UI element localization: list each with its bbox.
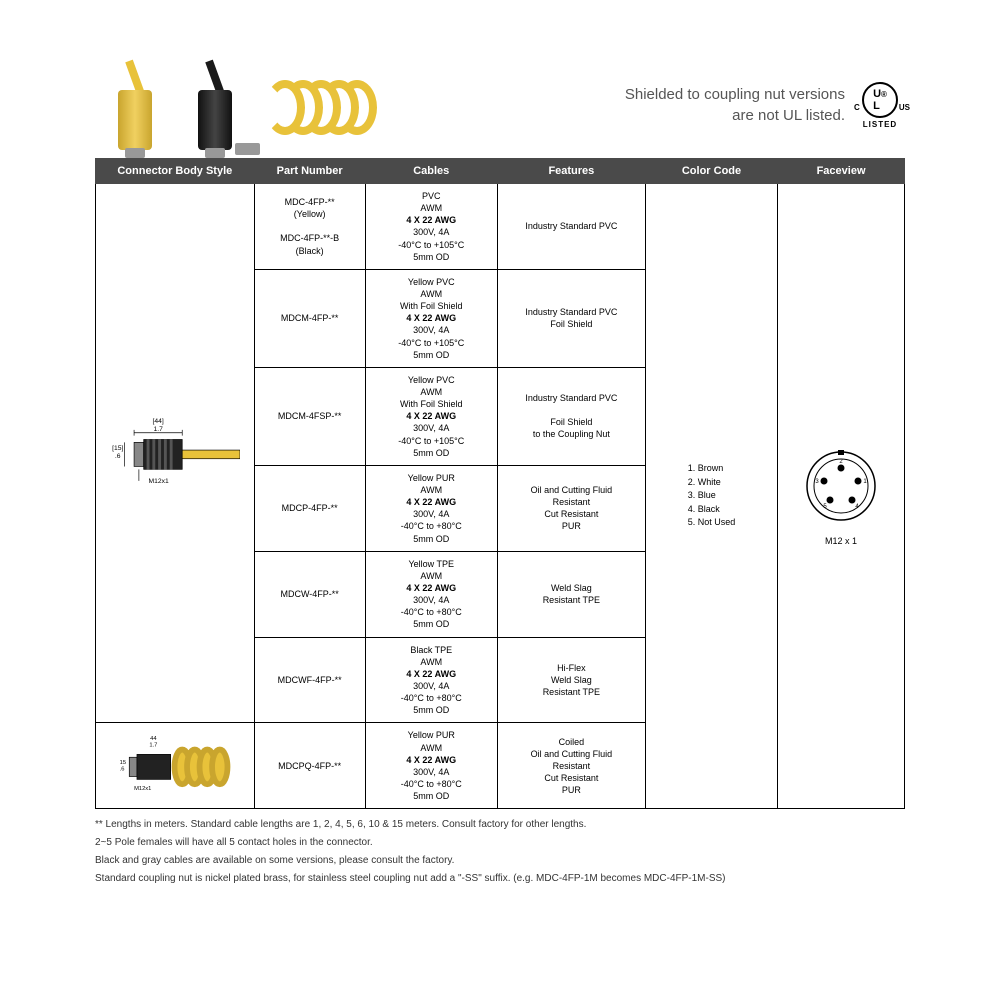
yellow-connector-photo	[95, 60, 175, 150]
th-cables: Cables	[365, 159, 497, 184]
cables-cell: Yellow PUR AWM 4 X 22 AWG 300V, 4A -40°C…	[365, 723, 497, 809]
part-cell: MDCP-4FP-**	[254, 465, 365, 551]
color-code-cell: 1. Brown 2. White 3. Blue 4. Black 5. No…	[645, 184, 777, 809]
features-cell: Industry Standard PVC Foil Shield	[497, 269, 645, 367]
faceview-cell: 2 1 4 5 3 M12 x 1	[778, 184, 905, 809]
header-row: Shielded to coupling nut versions are no…	[95, 60, 905, 150]
svg-text:[15]: [15]	[112, 445, 123, 452]
ul-c: C	[854, 103, 860, 112]
svg-text:.6: .6	[115, 452, 121, 459]
cables-cell: Yellow PUR AWM 4 X 22 AWG 300V, 4A -40°C…	[365, 465, 497, 551]
part-cell: MDCM-4FSP-**	[254, 367, 365, 465]
features-cell: Weld Slag Resistant TPE	[497, 551, 645, 637]
part-cell: MDCM-4FP-**	[254, 269, 365, 367]
part-cell: MDC-4FP-** (Yellow) MDC-4FP-**-B (Black)	[254, 184, 365, 270]
ul-mark: U®L	[873, 88, 887, 112]
svg-text:15: 15	[119, 760, 125, 766]
body-style-cell-coiled: 44 1.7 15 .6 M12x1	[96, 723, 255, 809]
features-cell: Industry Standard PVC Foil Shield to the…	[497, 367, 645, 465]
svg-text:M12x1: M12x1	[134, 786, 151, 792]
part-cell: MDCW-4FP-**	[254, 551, 365, 637]
connector-diagram-coiled: 44 1.7 15 .6 M12x1	[110, 729, 240, 799]
svg-text:44: 44	[150, 736, 157, 742]
th-part: Part Number	[254, 159, 365, 184]
features-cell: Coiled Oil and Cutting Fluid Resistant C…	[497, 723, 645, 809]
black-connector-photo	[175, 60, 255, 150]
note-line2: are not UL listed.	[732, 107, 845, 124]
coiled-cable-photo	[265, 80, 385, 150]
table-row: [44] 1.7 [15] .6	[96, 184, 905, 270]
cables-cell: Yellow PVC AWM With Foil Shield 4 X 22 A…	[365, 367, 497, 465]
faceview-label: M12 x 1	[782, 535, 900, 547]
svg-text:.6: .6	[119, 767, 124, 773]
th-body: Connector Body Style	[96, 159, 255, 184]
footnote: ** Lengths in meters. Standard cable len…	[95, 817, 905, 833]
part-cell: MDCWF-4FP-**	[254, 637, 365, 723]
ul-listed: LISTED	[863, 120, 897, 129]
body-style-cell: [44] 1.7 [15] .6	[96, 184, 255, 723]
footnote: 2~5 Pole females will have all 5 contact…	[95, 835, 905, 851]
th-face: Faceview	[778, 159, 905, 184]
svg-text:1.7: 1.7	[153, 425, 163, 432]
cables-cell: Yellow TPE AWM 4 X 22 AWG 300V, 4A -40°C…	[365, 551, 497, 637]
svg-text:3: 3	[815, 479, 819, 485]
th-features: Features	[497, 159, 645, 184]
header-row: Connector Body Style Part Number Cables …	[96, 159, 905, 184]
part-cell: MDCPQ-4FP-**	[254, 723, 365, 809]
note-line1: Shielded to coupling nut versions	[625, 86, 845, 103]
product-photos	[95, 60, 385, 150]
spec-table: Connector Body Style Part Number Cables …	[95, 158, 905, 809]
features-cell: Oil and Cutting Fluid Resistant Cut Resi…	[497, 465, 645, 551]
cables-cell: Yellow PVC AWM With Foil Shield 4 X 22 A…	[365, 269, 497, 367]
svg-text:1: 1	[863, 479, 867, 485]
faceview-diagram: 2 1 4 5 3	[801, 446, 881, 526]
features-cell: Hi-Flex Weld Slag Resistant TPE	[497, 637, 645, 723]
footnote: Standard coupling nut is nickel plated b…	[95, 871, 905, 887]
header-note: Shielded to coupling nut versions are no…	[385, 84, 855, 126]
ul-us: US	[899, 103, 910, 112]
cables-cell: Black TPE AWM 4 X 22 AWG 300V, 4A -40°C …	[365, 637, 497, 723]
th-color: Color Code	[645, 159, 777, 184]
connector-diagram-straight: [44] 1.7 [15] .6	[110, 412, 240, 492]
features-cell: Industry Standard PVC	[497, 184, 645, 270]
footnote: Black and gray cables are available on s…	[95, 853, 905, 869]
footnotes: ** Lengths in meters. Standard cable len…	[95, 817, 905, 887]
svg-text:1.7: 1.7	[149, 743, 157, 749]
svg-text:[44]: [44]	[152, 418, 163, 425]
svg-text:M12x1: M12x1	[148, 477, 168, 484]
svg-text:2: 2	[839, 459, 843, 465]
ul-badge: C U®L US LISTED	[855, 80, 905, 130]
cables-cell: PVC AWM 4 X 22 AWG 300V, 4A -40°C to +10…	[365, 184, 497, 270]
